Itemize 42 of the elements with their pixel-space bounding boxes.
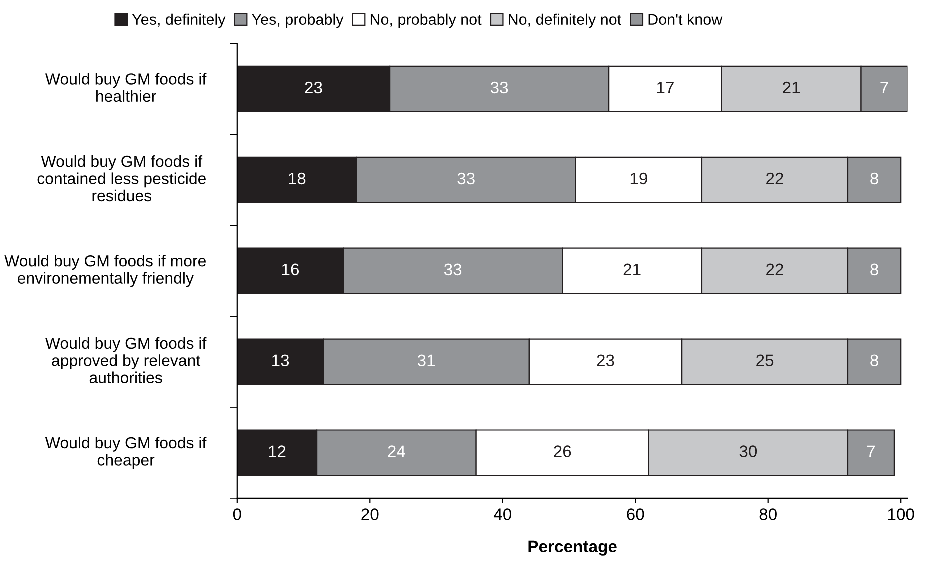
data-label: 33 — [458, 172, 475, 185]
x-tick-label: 20 — [362, 508, 379, 520]
legend-label: Yes, probably — [252, 14, 344, 28]
data-label: 26 — [554, 446, 572, 458]
data-label: 7 — [880, 82, 888, 94]
x-tick-label: 100 — [888, 508, 914, 520]
data-label: 18 — [289, 172, 306, 185]
data-label: 25 — [756, 354, 774, 367]
data-label: 7 — [867, 446, 876, 458]
y-tick-label: Would buy GM foods if more environementally friendly — [4, 255, 206, 288]
legend-label: Yes, definitely — [132, 14, 226, 28]
data-label: 16 — [282, 264, 300, 276]
data-label: 8 — [870, 264, 878, 276]
legend-label: No, definitely not — [509, 14, 622, 28]
data-label: 23 — [305, 82, 322, 94]
x-tick-label: 80 — [760, 508, 777, 520]
data-label: 8 — [870, 354, 878, 367]
data-label: 24 — [388, 446, 406, 458]
data-label: 30 — [740, 446, 758, 458]
data-label: 13 — [272, 354, 290, 367]
y-tick-label: Would buy GM foods if cheaper — [45, 436, 207, 470]
x-tick-label: 40 — [494, 508, 512, 520]
data-label: 33 — [490, 82, 508, 94]
x-tick-label: 60 — [627, 508, 644, 520]
data-label: 23 — [597, 354, 614, 367]
data-label: 33 — [444, 264, 462, 276]
data-label: 22 — [766, 264, 784, 276]
data-label: 21 — [783, 82, 800, 94]
legend-label: Don't know — [648, 14, 723, 26]
y-tick-label: Would buy GM foods if contained less pesticide residues — [38, 156, 206, 202]
x-tick-label: 0 — [233, 508, 242, 520]
data-label: 12 — [269, 446, 286, 458]
legend-label: No, probably not — [370, 14, 482, 28]
y-tick-label: Would buy GM foods if approved by relevant authorities — [45, 337, 207, 384]
data-label: 8 — [870, 172, 878, 185]
data-label: 31 — [418, 354, 436, 367]
data-label: 19 — [630, 172, 648, 185]
y-tick-label: Would buy GM foods if healthier — [45, 73, 207, 102]
data-label: 21 — [624, 264, 641, 276]
data-label: 17 — [657, 82, 674, 94]
x-axis-title: Percentage — [528, 540, 617, 556]
data-label: 22 — [766, 172, 784, 184]
